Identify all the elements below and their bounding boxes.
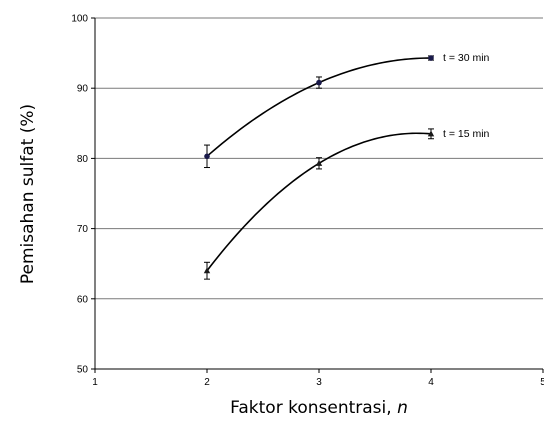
data-point [203, 267, 211, 274]
trend-line [206, 132, 432, 272]
series-2: t = 15 min [203, 128, 490, 280]
y-tick-label: 70 [77, 224, 89, 235]
trend-line [206, 57, 432, 157]
data-point [204, 153, 210, 160]
data-point [316, 79, 322, 86]
y-tick-label: 100 [71, 14, 88, 25]
series-label: t = 30 min [443, 52, 490, 64]
x-axis-label: Faktor konsentrasi, n [230, 398, 408, 418]
series-layer: t = 30 min t = 15 min [203, 52, 490, 280]
series-1: t = 30 min [204, 52, 490, 169]
y-tick-label: 80 [77, 154, 89, 165]
x-tick-label: 5 [540, 377, 544, 388]
y-tick-label: 90 [77, 84, 89, 95]
data-point [315, 159, 323, 166]
x-tick-label: 4 [428, 377, 434, 388]
data-point [428, 55, 434, 61]
y-tick-label: 60 [77, 294, 89, 305]
x-tick-label: 1 [92, 377, 98, 388]
series-label: t = 15 min [443, 128, 490, 140]
y-tick-label: 50 [77, 365, 89, 376]
data-point [427, 130, 435, 137]
y-axis-label: Pemisahan sulfat (%) [18, 104, 38, 284]
axes [91, 17, 544, 373]
x-tick-label: 2 [204, 377, 210, 388]
x-tick-label: 3 [316, 377, 322, 388]
tick-labels: 50 60 70 80 90 100 1 2 3 4 5 [71, 14, 544, 389]
